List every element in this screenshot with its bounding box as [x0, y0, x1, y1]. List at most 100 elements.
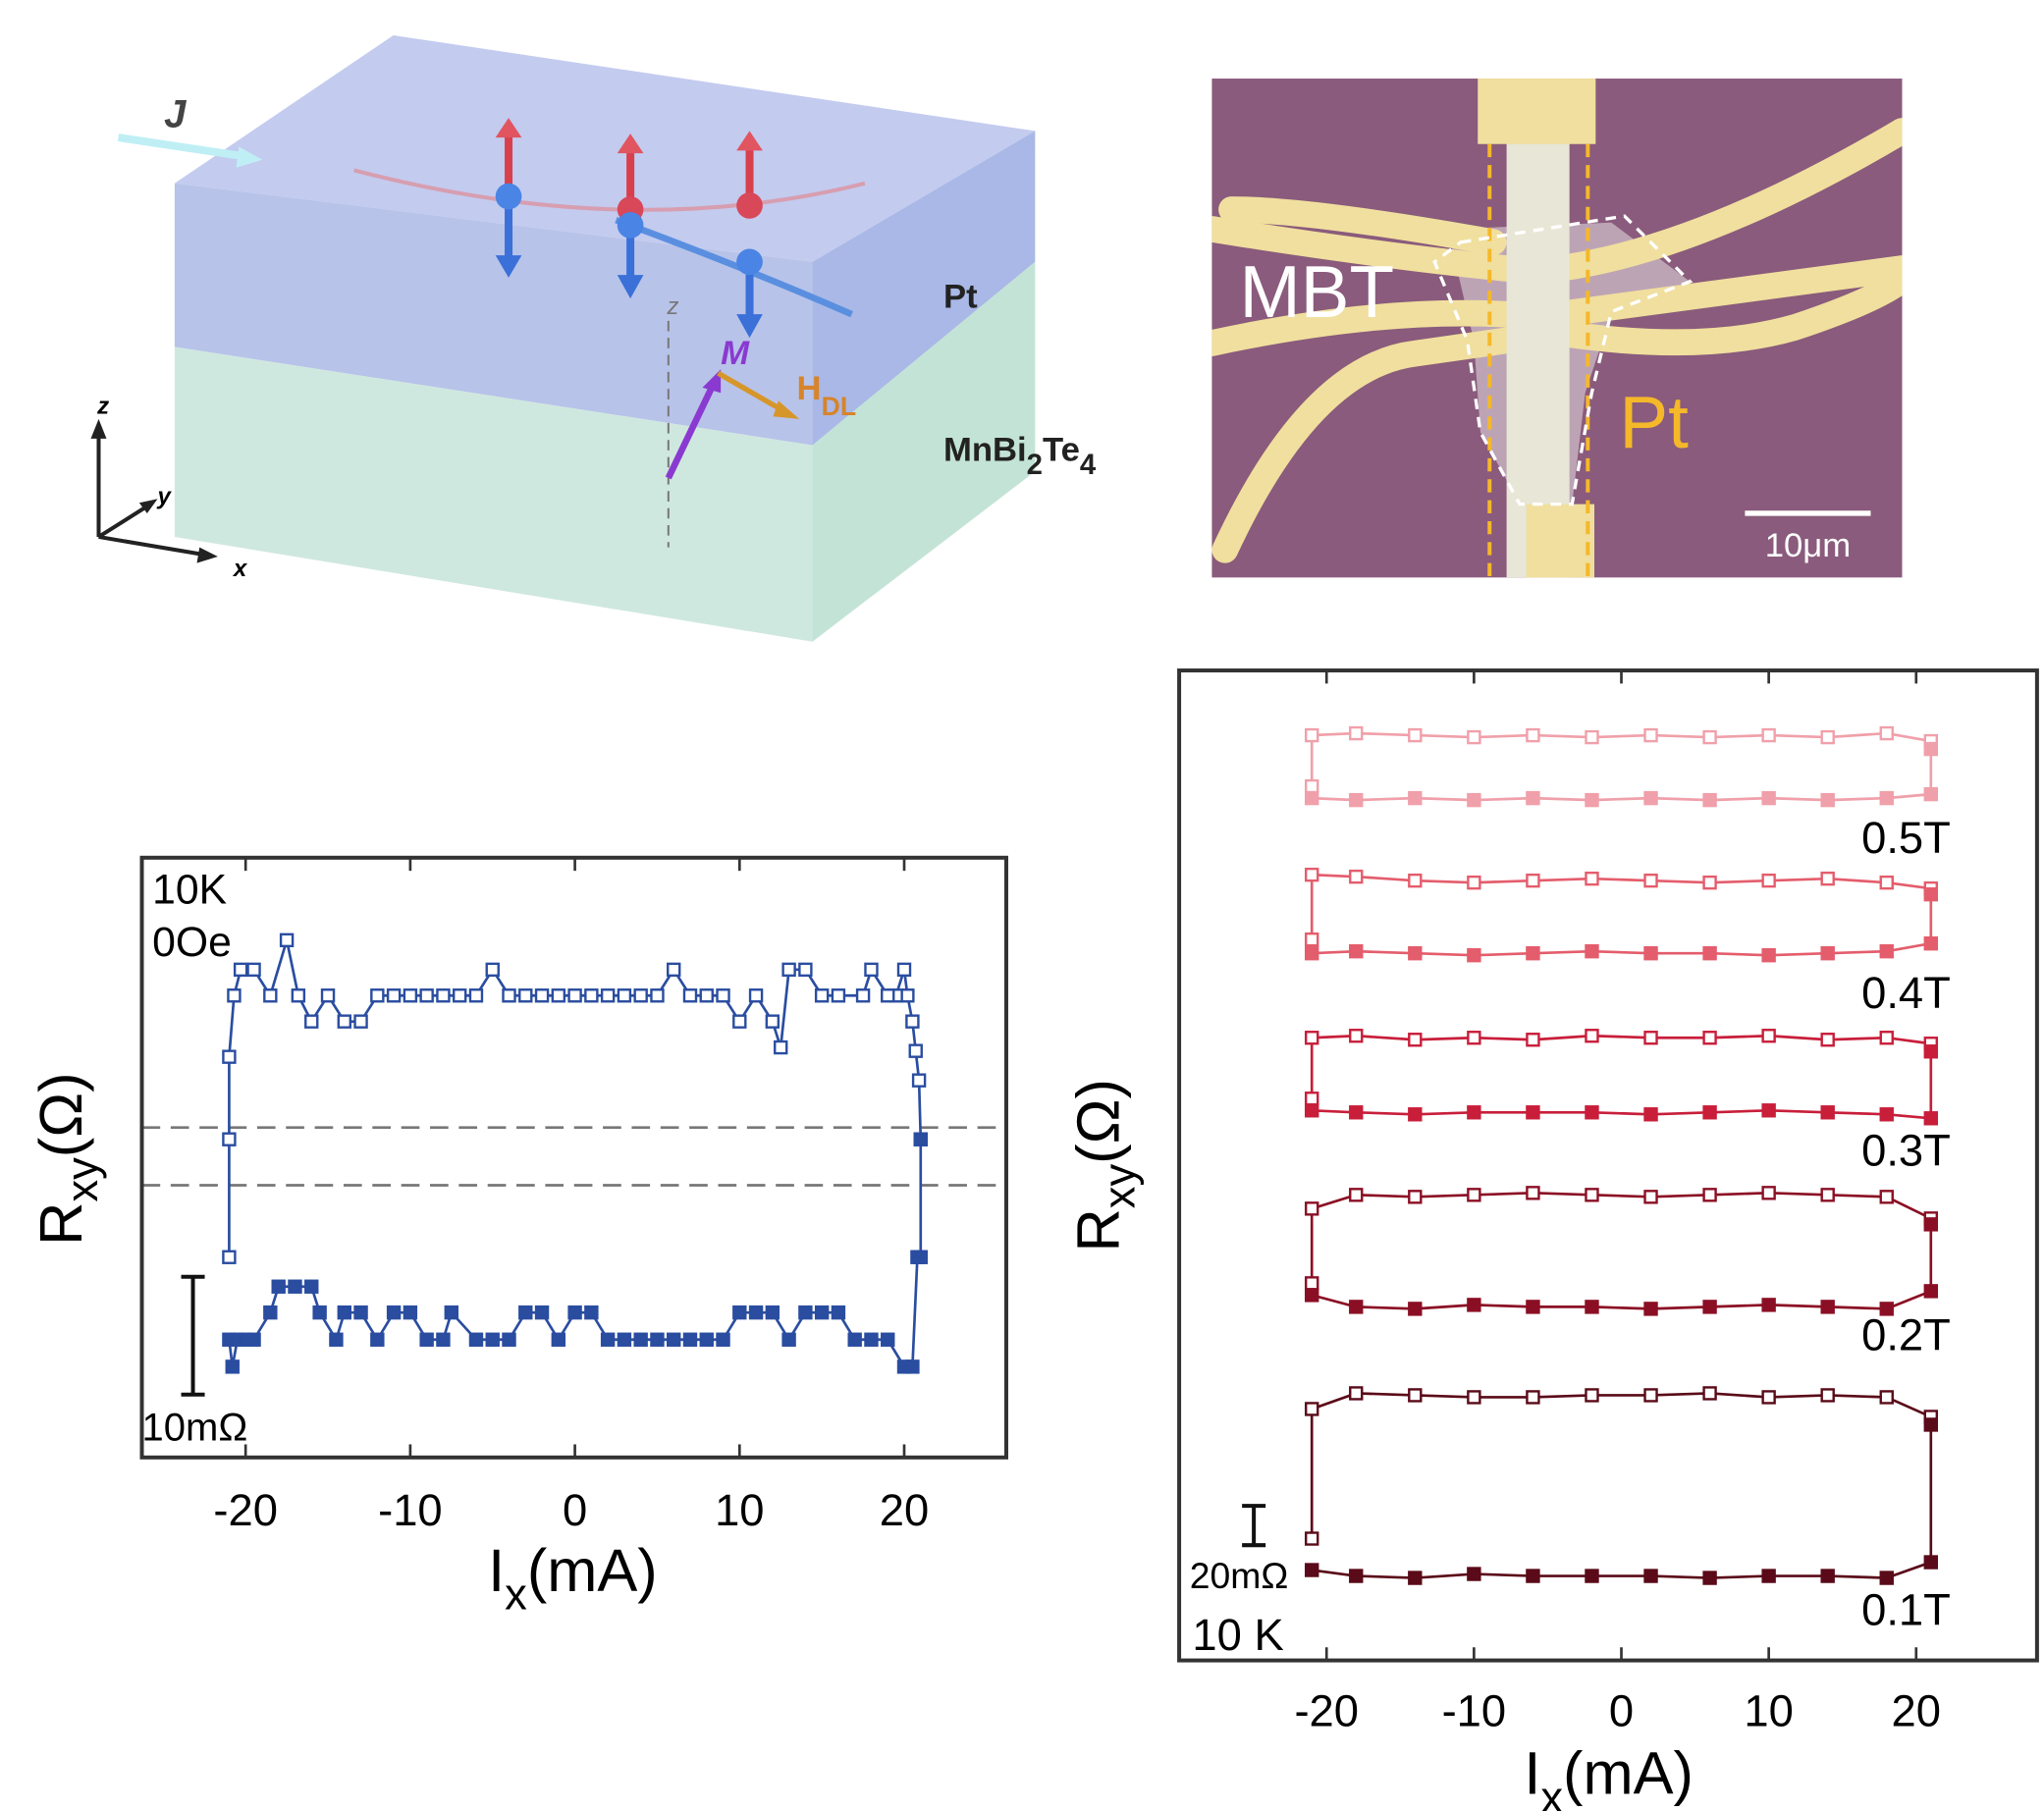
series-line	[1312, 875, 1931, 939]
marker	[1822, 1034, 1834, 1045]
marker	[536, 1306, 548, 1318]
marker	[289, 1281, 300, 1293]
marker	[1468, 1106, 1479, 1118]
marker	[619, 989, 630, 1001]
layer-diagram: J Pt MnBi2Te4 z M HDL z y x	[90, 35, 1096, 642]
marker	[684, 989, 696, 1001]
series-line	[1312, 1193, 1931, 1283]
marker	[437, 989, 449, 1001]
marker	[1704, 947, 1716, 959]
marker	[1822, 873, 1834, 884]
marker	[223, 1051, 235, 1063]
marker	[1409, 1191, 1421, 1202]
marker	[248, 964, 260, 976]
marker	[1704, 1572, 1716, 1584]
marker	[901, 989, 913, 1001]
marker	[1306, 1104, 1318, 1116]
marker	[1527, 1187, 1538, 1198]
y-axis-label: Rxy(Ω)	[27, 1072, 107, 1245]
marker	[1350, 945, 1362, 957]
marker	[1527, 875, 1538, 886]
marker	[1586, 1106, 1597, 1118]
marker	[264, 989, 276, 1001]
marker	[1306, 1403, 1318, 1414]
series-label: 0.2T	[1861, 1309, 1951, 1359]
marker	[470, 1334, 482, 1346]
electrode-label: Pt	[1619, 381, 1689, 463]
marker	[1645, 1108, 1657, 1120]
marker	[684, 1334, 696, 1346]
marker	[1925, 743, 1937, 755]
marker	[635, 1334, 647, 1346]
marker	[1881, 877, 1893, 888]
marker	[1822, 1571, 1834, 1582]
y-axis-label: Rxy(Ω)	[1065, 1079, 1145, 1252]
marker	[1468, 1032, 1479, 1043]
marker	[371, 1334, 383, 1346]
marker	[355, 1306, 367, 1318]
marker	[1586, 1571, 1597, 1582]
marker	[1409, 1034, 1421, 1045]
marker	[1586, 1301, 1597, 1312]
marker	[1586, 873, 1597, 884]
marker	[602, 1334, 614, 1346]
marker	[733, 1016, 745, 1028]
marker	[1763, 792, 1775, 804]
marker	[1468, 1569, 1479, 1580]
marker	[264, 1306, 276, 1318]
marker	[1822, 1189, 1834, 1200]
marker	[1822, 731, 1834, 743]
x-tick-label: 20	[880, 1485, 929, 1535]
marker	[1527, 729, 1538, 741]
marker	[1763, 1299, 1775, 1310]
marker	[619, 1334, 630, 1346]
marker	[1881, 727, 1893, 739]
marker	[1822, 794, 1834, 806]
marker	[1409, 875, 1421, 886]
z-label: z	[96, 394, 109, 420]
figure: J Pt MnBi2Te4 z M HDL z y x MBT Pt 10μm …	[0, 0, 2044, 1811]
marker	[1925, 1045, 1937, 1057]
series-line	[1312, 1393, 1931, 1538]
marker	[1881, 1032, 1893, 1043]
normal-axis-label: z	[666, 293, 678, 320]
marker	[223, 1252, 235, 1263]
marker	[1704, 794, 1716, 806]
marker	[1409, 729, 1421, 741]
series-label: 0.5T	[1861, 813, 1951, 863]
marker	[1306, 1032, 1318, 1043]
marker	[322, 989, 334, 1001]
marker	[1822, 947, 1834, 959]
marker	[305, 1281, 317, 1293]
marker	[1925, 1112, 1937, 1124]
marker	[635, 989, 647, 1001]
marker	[1468, 1189, 1479, 1200]
marker	[1468, 794, 1479, 806]
marker	[223, 1134, 235, 1145]
marker	[585, 989, 597, 1001]
marker	[910, 1045, 922, 1057]
marker	[1527, 1391, 1538, 1403]
marker	[355, 1016, 367, 1028]
marker	[816, 989, 828, 1001]
marker	[1645, 1389, 1657, 1401]
marker	[799, 964, 811, 976]
series-label: 0.4T	[1861, 968, 1951, 1018]
x-head	[197, 548, 218, 563]
x-tick-label: 10	[1744, 1685, 1793, 1735]
marker	[404, 1306, 416, 1318]
marker	[865, 964, 877, 976]
marker	[1704, 877, 1716, 888]
marker	[470, 989, 482, 1001]
marker	[1409, 947, 1421, 959]
marker	[1763, 1571, 1775, 1582]
marker	[833, 989, 844, 1001]
marker	[1763, 875, 1775, 886]
marker	[228, 989, 240, 1001]
series-line	[1312, 1224, 1931, 1308]
marker	[371, 989, 383, 1001]
marker	[281, 934, 293, 946]
x-tick-label: -20	[1294, 1685, 1359, 1735]
scale-bar-label: 20mΩ	[1190, 1555, 1289, 1596]
x-label: x	[232, 556, 248, 582]
